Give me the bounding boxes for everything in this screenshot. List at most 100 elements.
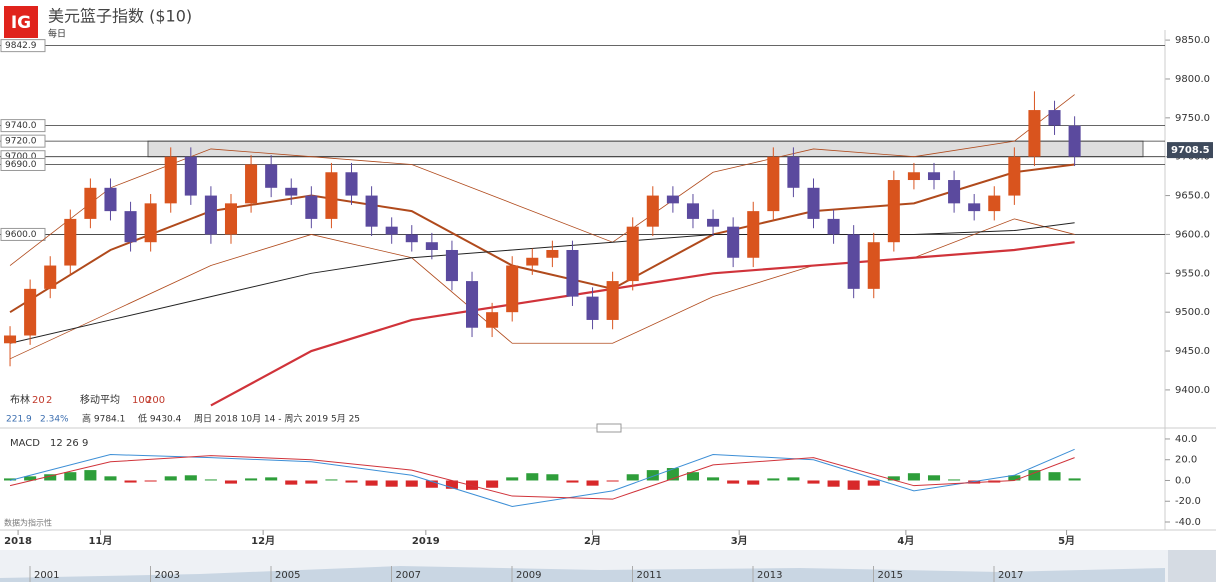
histogram-bar [907,473,920,481]
last-price-tag [1167,142,1213,159]
navigator-year: 2015 [878,570,903,581]
histogram-bar [305,480,318,484]
candle-body [968,203,981,212]
candle-body [1008,156,1021,196]
candle-body [827,218,840,235]
x-tick-label: 3月 [731,535,748,547]
candle-body [787,156,800,188]
histogram-bar [385,480,398,487]
histogram-bar [686,472,699,481]
level-label: 9842.9 [5,41,37,51]
indicator-line [9,222,1075,344]
histogram-bar [727,480,740,484]
info-text: 高 9784.1 [82,413,125,425]
candle-body [526,257,539,266]
macd-param: 12 [50,438,63,449]
level-label: 9690.0 [5,160,37,170]
x-tick-label: 2018 [4,536,32,547]
candle-body [204,195,217,235]
candle-body [747,211,760,258]
indicator-line [210,241,1075,407]
candle-body [927,172,941,181]
x-tick-label: 2月 [584,535,601,547]
y-tick-label: 40.0 [1175,434,1197,445]
histogram-bar [224,480,238,484]
candle-body [345,172,358,196]
histogram-bar [1048,472,1061,481]
navigator-year: 2009 [516,570,541,581]
histogram-bar [204,479,217,481]
candle-body [325,172,338,219]
histogram-bar [1028,470,1041,481]
y-tick-label: 9850.0 [1175,35,1210,46]
candle-body [265,164,278,188]
candle-body [365,195,378,227]
resize-handle[interactable] [596,423,622,433]
candle-body [184,156,197,196]
navigator-window[interactable] [1168,550,1216,582]
level-tag [0,157,46,171]
candle-body [44,265,57,289]
candle-body [948,180,961,204]
candle-body [24,288,37,336]
histogram-bar [184,475,197,481]
macd-line [9,448,1075,507]
histogram-bar [867,480,880,486]
histogram-bar [707,477,720,481]
candle-body [104,187,117,212]
candle-body [887,180,900,243]
candle-body [305,195,318,219]
logo: IG [11,13,31,33]
macd-param: 9 [82,438,88,449]
macd-param: 26 [66,438,79,449]
title: 美元篮子指数 ($10) [48,7,192,26]
histogram-bar [285,480,298,485]
histogram-bar [104,476,117,481]
histogram-bar [265,477,278,481]
level-label: 9740.0 [5,121,37,131]
candle-body [124,211,137,243]
candle-body [224,203,238,235]
candle-body [686,203,699,219]
candle-body [1068,125,1081,157]
candle-body [1048,110,1061,126]
candle-body [4,335,17,344]
candle-body [586,296,599,320]
y-tick-label: 9650.0 [1175,191,1210,202]
histogram-bar [405,480,418,487]
legend-item: 布林 [10,393,30,406]
x-tick-label: 2019 [412,536,440,547]
histogram-bar [847,480,860,490]
candle-body [425,242,438,250]
candle-body [1028,110,1041,157]
histogram-bar [1008,475,1021,481]
histogram-bar [365,480,378,486]
candle-body [867,242,880,289]
candle-body [466,281,479,328]
histogram-bar [4,478,17,481]
x-tick-label: 12月 [251,535,275,547]
candle-body [64,218,77,266]
info-text: 低 9430.4 [138,413,182,425]
candle-body [707,218,720,227]
histogram-bar [827,480,840,487]
x-tick-label: 4月 [897,535,914,547]
y-tick-label: 9400.0 [1175,385,1210,396]
histogram-bar [345,480,358,483]
legend-item: 20 [32,395,45,406]
last-price-label: 9708.5 [1171,145,1210,156]
y-tick-label: 9450.0 [1175,346,1210,357]
histogram-bar [767,478,780,481]
y-tick-label: 9800.0 [1175,74,1210,85]
level-label: 9700.0 [5,152,37,162]
level-label: 9600.0 [5,230,37,240]
candle-body [486,312,499,328]
candle-body [445,249,458,282]
navigator-year: 2003 [155,570,180,581]
macd-line [9,455,1075,500]
histogram-bar [506,477,519,481]
legend-item: 2 [46,395,52,406]
histogram-bar [325,479,338,481]
y-tick-label: 9500.0 [1175,307,1210,318]
navigator-year: 2013 [757,570,782,581]
